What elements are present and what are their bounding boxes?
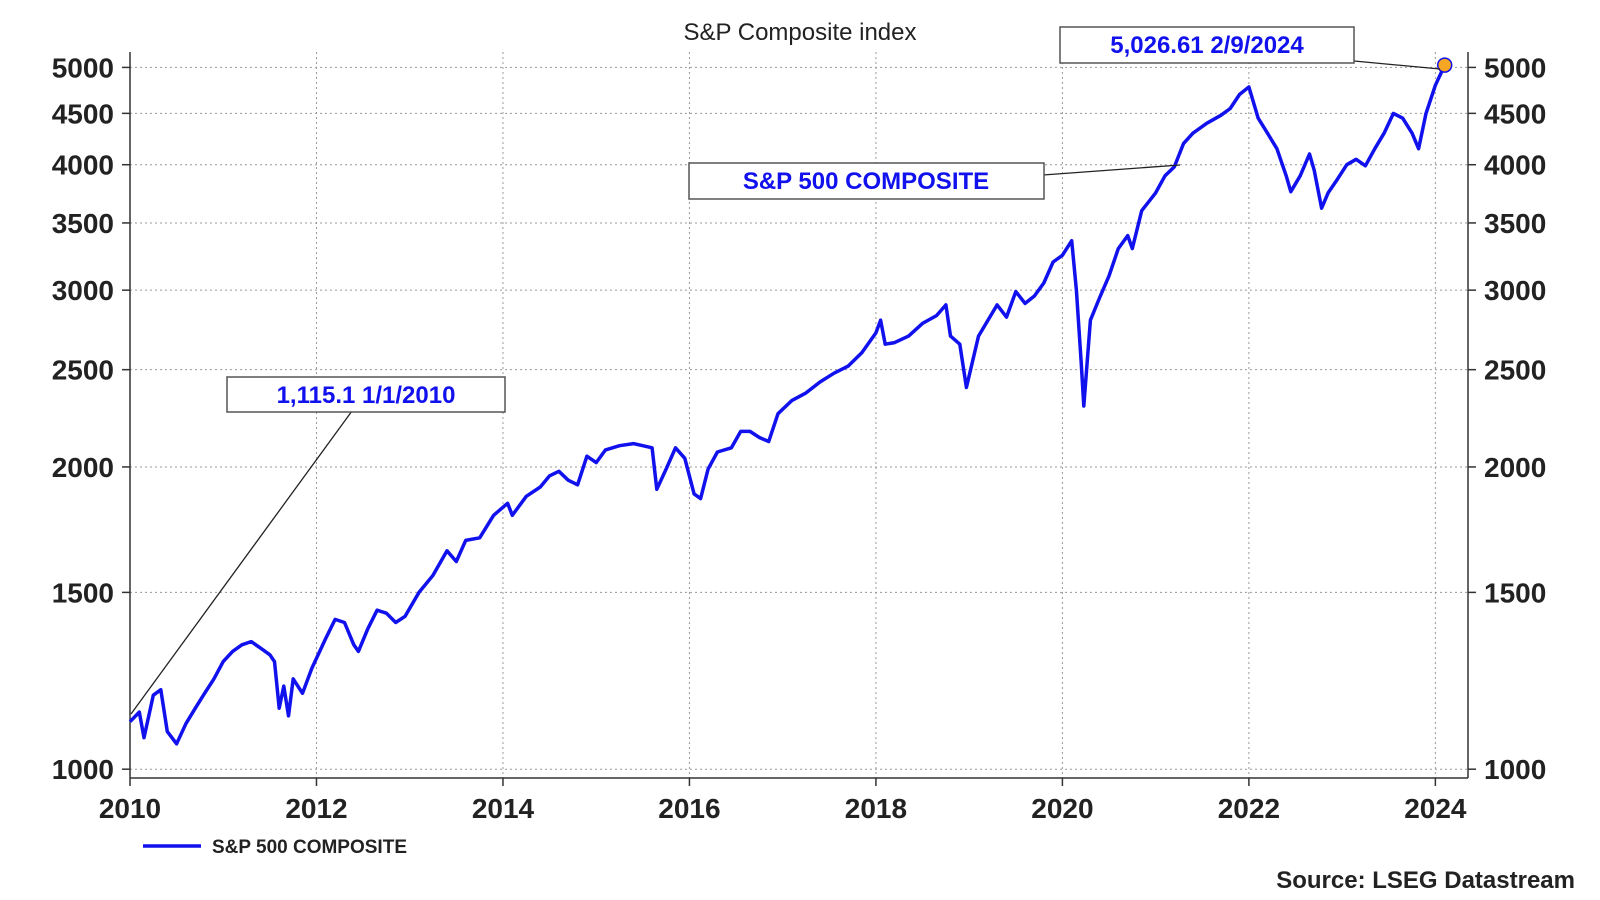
legend: S&P 500 COMPOSITE <box>143 837 407 858</box>
x-tick-label: 2012 <box>285 793 347 824</box>
x-tick-label: 2014 <box>472 793 535 824</box>
y-tick-label-left: 1500 <box>52 577 114 608</box>
source-note: Source: LSEG Datastream <box>1276 867 1575 894</box>
y-tick-label-left: 5000 <box>52 52 114 83</box>
legend-label: S&P 500 COMPOSITE <box>212 837 407 858</box>
y-tick-label-right: 3000 <box>1484 275 1546 306</box>
x-tick-label: 2010 <box>99 793 161 824</box>
y-tick-label-left: 3500 <box>52 208 114 239</box>
y-tick-label-left: 3000 <box>52 275 114 306</box>
callout-series: S&P 500 COMPOSITE <box>688 162 1181 200</box>
callout-end-box <box>1059 26 1355 64</box>
series-layer <box>128 57 1453 746</box>
callout-series-text: S&P 500 COMPOSITE <box>743 168 989 195</box>
callout-end: 5,026.61 2/9/2024 <box>1059 26 1441 70</box>
callout-end-text: 5,026.61 2/9/2024 <box>1110 32 1304 59</box>
x-tick-label: 2018 <box>845 793 907 824</box>
y-tick-label-right: 3500 <box>1484 208 1546 239</box>
x-tick-label: 2022 <box>1218 793 1280 824</box>
axes <box>122 52 1476 786</box>
callout-start-leader <box>130 410 353 715</box>
latest-value-marker <box>1436 57 1453 73</box>
y-tick-label-right: 2500 <box>1484 355 1546 386</box>
tick-labels: 1000 1000 1500 1500 2000 2000 2500 2500 3000 3000… <box>52 52 1547 824</box>
y-tick-label-left: 2000 <box>52 452 114 483</box>
y-tick-label-right: 2000 <box>1484 452 1546 483</box>
y-tick-label-right: 4000 <box>1484 150 1546 181</box>
y-tick-label-left: 4500 <box>52 98 114 129</box>
callout-series-box <box>688 162 1045 200</box>
callout-end-leader <box>1353 60 1441 70</box>
y-tick-label-left: 1000 <box>52 754 114 785</box>
chart-title: S&P Composite index <box>683 19 916 46</box>
y-tick-label-right: 5000 <box>1484 52 1546 83</box>
y-tick-label-right: 4500 <box>1484 98 1546 129</box>
callout-start-box <box>226 376 506 413</box>
y-tick-label-right: 1500 <box>1484 577 1546 608</box>
x-tick-label: 2020 <box>1031 793 1093 824</box>
x-tick-label: 2016 <box>658 793 720 824</box>
y-tick-label-left: 4000 <box>52 150 114 181</box>
callout-start: 1,115.1 1/1/2010 <box>130 376 506 715</box>
x-tick-label: 2024 <box>1404 793 1467 824</box>
callout-series-leader <box>1042 164 1181 176</box>
callout-start-text: 1,115.1 1/1/2010 <box>277 382 456 409</box>
y-tick-label-right: 1000 <box>1484 754 1546 785</box>
series-line-sp500 <box>128 64 1447 746</box>
y-tick-label-left: 2500 <box>52 355 114 386</box>
